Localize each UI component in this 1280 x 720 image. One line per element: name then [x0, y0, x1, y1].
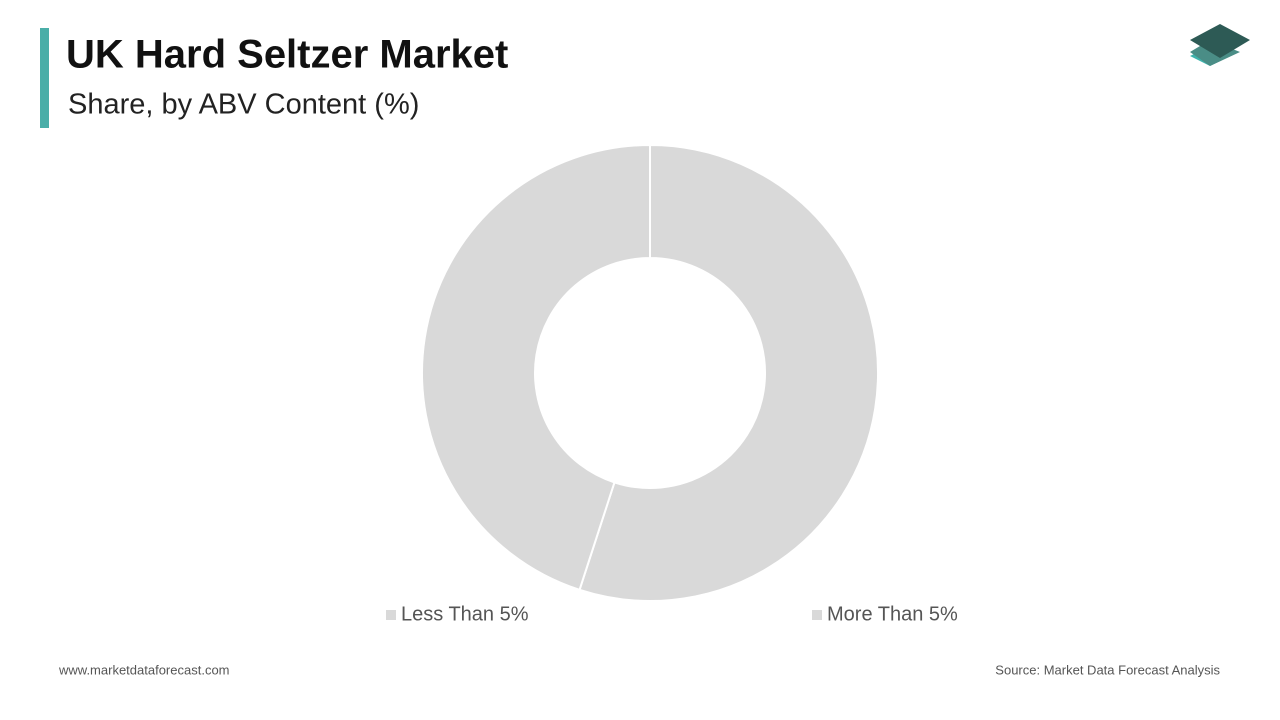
slice — [578, 143, 879, 602]
slice — [421, 143, 651, 592]
legend-marker — [812, 610, 822, 620]
title-accent — [40, 28, 49, 128]
legend-label: More Than 5% — [827, 603, 958, 625]
legend-marker — [386, 610, 396, 620]
source: Source: Market Data Forecast Analysis — [995, 662, 1220, 677]
chart-subtitle: Share, by ABV Content (%) — [68, 89, 419, 121]
website: www.marketdataforecast.com — [58, 662, 230, 677]
chart-title: UK Hard Seltzer Market — [66, 33, 508, 77]
logo — [1190, 24, 1250, 66]
legend-label: Less Than 5% — [401, 603, 529, 625]
